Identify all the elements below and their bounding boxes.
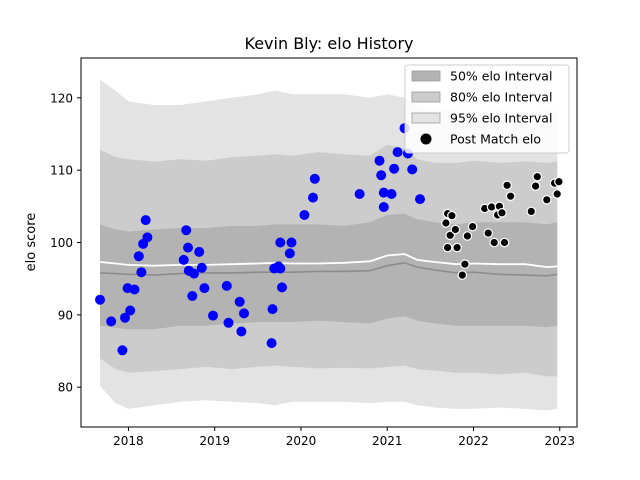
past-match-point: [117, 345, 128, 356]
forecast-match-point: [452, 242, 462, 253]
past-match-point: [187, 291, 198, 301]
past-match-point: [374, 155, 385, 166]
forecast-match-point: [450, 224, 461, 235]
past-match-point: [196, 262, 207, 273]
past-match-point: [415, 194, 425, 205]
trend-lines: [99, 253, 558, 277]
past-match-point: [189, 268, 199, 279]
y-tick-label: 110: [50, 164, 73, 178]
past-match-point: [275, 263, 286, 274]
forecast-match-point: [486, 202, 497, 212]
past-match-point: [140, 215, 151, 226]
past-match-point: [354, 189, 365, 199]
past-match-point: [120, 312, 130, 323]
past-match-point: [267, 304, 278, 315]
past-match-point: [183, 242, 193, 253]
y-tick-label: 120: [50, 91, 73, 105]
past-match-point: [208, 310, 218, 321]
forecast-match-point: [530, 181, 541, 191]
y-tick-label: 80: [58, 381, 73, 395]
past-match-point: [407, 164, 418, 175]
forecast-match-point: [457, 270, 468, 280]
median-line: [99, 261, 558, 277]
past-match-point: [142, 232, 153, 243]
forecast-match-point: [554, 176, 564, 187]
past-match-point: [133, 251, 144, 262]
past-match-point: [223, 317, 234, 328]
forecast-match-point: [447, 210, 457, 221]
mean-line: [99, 253, 558, 269]
x-tick-label: 2023: [544, 434, 575, 448]
forecast-match-point: [541, 195, 552, 205]
past-match-point: [308, 192, 318, 203]
past-match-point: [299, 210, 310, 220]
past-match-point: [125, 305, 136, 316]
forecast-match-point: [441, 218, 451, 228]
y-axis-label: elo score: [24, 213, 39, 272]
past-match-point: [221, 280, 232, 291]
past-match-point: [376, 170, 387, 181]
past-match-point: [239, 308, 249, 319]
forecast-match-point: [467, 221, 478, 232]
past-match-point: [95, 294, 105, 305]
past-match-point: [386, 189, 397, 199]
past-match-point: [309, 173, 320, 184]
y-tick-label: 100: [50, 236, 73, 250]
forecast-match-point: [499, 237, 510, 248]
past-match-point: [378, 202, 389, 212]
x-tick-label: 2020: [286, 434, 317, 448]
forecast-match-point: [489, 237, 499, 248]
past-match-point: [392, 147, 403, 158]
forecast-match-point: [497, 208, 507, 218]
forecast-match-point: [502, 180, 512, 191]
past-match-point: [284, 248, 295, 259]
forecast-match-point: [532, 171, 543, 182]
legend-label: Post Match elo: [450, 132, 541, 147]
x-axis: 2018 2019 2020 2021 2022 2023: [113, 427, 575, 448]
y-axis: 80 90 100 110 120: [50, 91, 81, 395]
legend-swatch-band95: [411, 112, 441, 124]
x-tick-label: 2021: [372, 434, 403, 448]
past-match-point: [286, 237, 297, 248]
past-match-point: [277, 282, 287, 293]
interval-bands: [100, 79, 558, 411]
past-match-point: [106, 316, 117, 327]
forecast-match-point: [483, 228, 493, 238]
forecast-match-point: [505, 191, 516, 201]
forecast-match-point: [442, 242, 453, 253]
legend-label: 95% elo Interval: [450, 111, 552, 126]
chart-title: Kevin Bly: elo History: [245, 34, 414, 53]
forecast-match-point: [552, 189, 562, 199]
past-match-point: [129, 284, 140, 295]
forecast-match-point: [445, 230, 455, 241]
past-match-point: [199, 283, 210, 294]
past-match-point: [266, 338, 277, 349]
past-match-point: [234, 296, 245, 307]
legend-label: 50% elo Interval: [450, 69, 552, 84]
x-tick-label: 2022: [458, 434, 489, 448]
legend-point-marker: [420, 133, 432, 145]
x-tick-label: 2018: [113, 434, 144, 448]
past-match-point: [136, 267, 147, 278]
legend-swatch-band50: [411, 70, 441, 82]
past-match-point: [178, 254, 189, 265]
past-match-point: [389, 163, 400, 174]
legend-box: [404, 64, 570, 154]
past-match-point: [181, 225, 192, 236]
past-match-point: [378, 187, 389, 198]
legend-swatch-band80: [411, 91, 441, 103]
y-tick-label: 90: [58, 308, 73, 322]
forecast-match-point: [526, 206, 537, 217]
past-match-point: [236, 326, 247, 337]
legend: 50% elo Interval 80% elo Interval 95% elo …: [404, 64, 570, 154]
data-points: [95, 123, 564, 356]
forecast-match-point: [462, 231, 473, 241]
forecast-match-point: [460, 259, 470, 269]
x-tick-label: 2019: [199, 434, 230, 448]
past-match-point: [194, 246, 205, 257]
legend-label: 80% elo Interval: [450, 90, 552, 105]
past-match-point: [275, 237, 286, 248]
